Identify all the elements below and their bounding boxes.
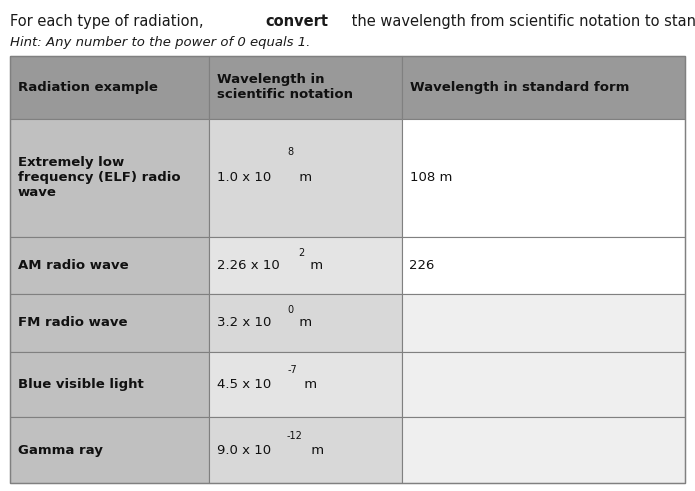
Text: 108 m: 108 m xyxy=(409,171,452,184)
Text: the wavelength from scientific notation to standard form.: the wavelength from scientific notation … xyxy=(347,14,695,29)
Text: Radiation example: Radiation example xyxy=(18,81,158,94)
Bar xyxy=(209,237,402,294)
Text: Blue visible light: Blue visible light xyxy=(18,378,144,391)
Text: Hint: Any number to the power of 0 equals 1.: Hint: Any number to the power of 0 equal… xyxy=(10,36,311,49)
Text: 9.0 x 10: 9.0 x 10 xyxy=(217,444,271,457)
Bar xyxy=(10,294,209,352)
Bar xyxy=(10,237,209,294)
Text: 1.0 x 10: 1.0 x 10 xyxy=(217,171,271,184)
Bar xyxy=(402,417,685,483)
Text: convert: convert xyxy=(265,14,329,29)
Bar xyxy=(402,56,685,119)
Bar xyxy=(209,56,402,119)
Text: -12: -12 xyxy=(287,431,303,441)
Text: 4.5 x 10: 4.5 x 10 xyxy=(217,378,271,391)
Text: 3.2 x 10: 3.2 x 10 xyxy=(217,316,272,329)
Text: m: m xyxy=(295,171,312,184)
Text: m: m xyxy=(306,259,323,272)
Text: Wavelength in
scientific notation: Wavelength in scientific notation xyxy=(217,74,353,102)
Text: 2.26 x 10: 2.26 x 10 xyxy=(217,259,280,272)
Text: -7: -7 xyxy=(287,365,297,375)
Text: 226: 226 xyxy=(409,259,435,272)
Text: m: m xyxy=(300,378,317,391)
Text: m: m xyxy=(307,444,325,457)
Bar xyxy=(402,119,685,237)
Bar xyxy=(402,237,685,294)
Text: m: m xyxy=(295,316,312,329)
Text: Gamma ray: Gamma ray xyxy=(18,444,103,457)
Text: For each type of radiation,: For each type of radiation, xyxy=(10,14,208,29)
Bar xyxy=(209,417,402,483)
Text: 0: 0 xyxy=(287,305,293,315)
Bar xyxy=(402,294,685,352)
Bar xyxy=(209,119,402,237)
Text: AM radio wave: AM radio wave xyxy=(18,259,129,272)
Bar xyxy=(10,352,209,417)
Text: 8: 8 xyxy=(287,147,293,157)
Bar xyxy=(10,119,209,237)
Text: Wavelength in standard form: Wavelength in standard form xyxy=(409,81,629,94)
Bar xyxy=(10,56,209,119)
Bar xyxy=(402,352,685,417)
Bar xyxy=(209,352,402,417)
Bar xyxy=(10,56,685,483)
Text: FM radio wave: FM radio wave xyxy=(18,316,127,329)
Text: Extremely low
frequency (ELF) radio
wave: Extremely low frequency (ELF) radio wave xyxy=(18,156,181,199)
Bar xyxy=(10,417,209,483)
Bar xyxy=(209,294,402,352)
Text: 2: 2 xyxy=(298,248,304,258)
